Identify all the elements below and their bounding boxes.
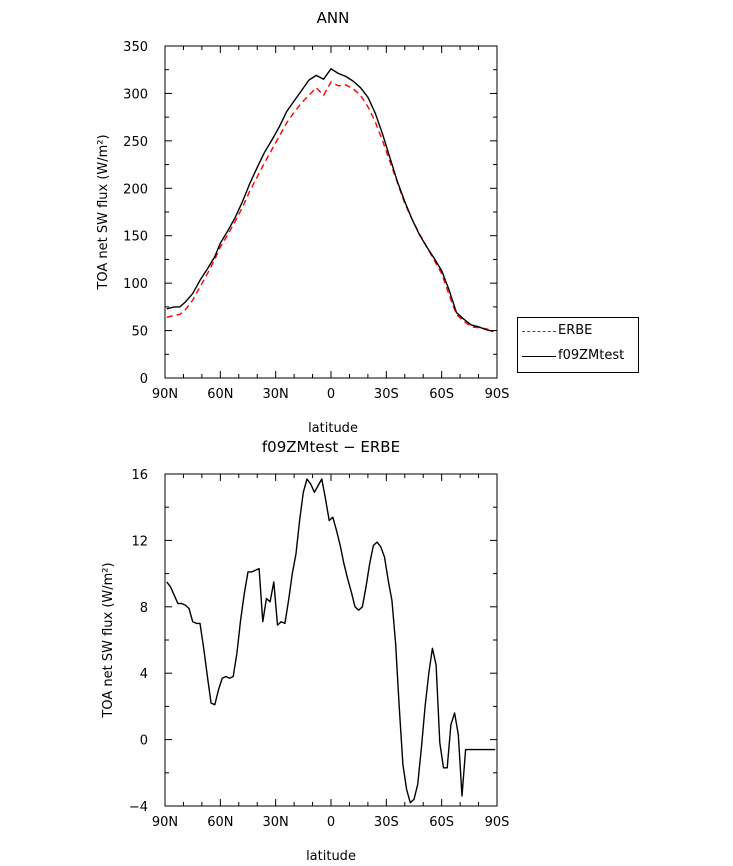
x-tick-label: 30S [374, 387, 399, 402]
plot-frame [164, 473, 498, 807]
legend-swatch-erbe [522, 331, 556, 332]
x-tick-label: 90S [485, 387, 510, 402]
y-tick-label: 150 [123, 230, 148, 245]
legend-item-f09zmtest: f09ZMtest [518, 346, 640, 368]
x-tick-label: 0 [327, 815, 335, 830]
series-line-erbe [166, 81, 494, 333]
y-tick-label: 300 [123, 87, 148, 102]
x-tick-label: 60S [429, 387, 454, 402]
y-tick-label: 100 [123, 277, 148, 292]
y-tick-label: 200 [123, 182, 148, 197]
x-tick-label: 30S [374, 815, 399, 830]
x-tick-label: 0 [327, 387, 335, 402]
chart-title: f09ZMtest − ERBE [262, 438, 400, 456]
x-tick-label: 90N [152, 387, 178, 402]
x-tick-label: 90S [485, 815, 510, 830]
y-axis-label: TOA net SW flux (W/m²) [96, 134, 111, 290]
y-tick-label: 12 [131, 534, 148, 549]
y-tick-label: 250 [123, 135, 148, 150]
x-axis-label: latitude [308, 421, 358, 436]
x-tick-label: 60N [207, 387, 233, 402]
y-tick-label: 0 [140, 734, 148, 749]
x-tick-label: 30N [263, 815, 289, 830]
x-tick-label: 90N [152, 815, 178, 830]
x-tick-label: 60N [207, 815, 233, 830]
legend-item-erbe: ERBE [518, 321, 640, 343]
plot-frame [164, 45, 498, 379]
y-tick-label: 350 [123, 40, 148, 55]
x-tick-label: 30N [263, 387, 289, 402]
legend-label: f09ZMtest [558, 348, 625, 363]
x-tick-label: 60S [429, 815, 454, 830]
y-tick-label: 4 [140, 667, 148, 682]
y-tick-label: 16 [131, 468, 148, 483]
y-tick-label: 0 [140, 372, 148, 387]
difference-chart: f09ZMtest − ERBE TOA net SW flux (W/m²) … [101, 438, 509, 864]
series-line-f09zmtest [166, 68, 494, 333]
y-axis-label: TOA net SW flux (W/m²) [101, 562, 116, 718]
y-tick-label: 8 [140, 601, 148, 616]
y-tick-label: −4 [129, 800, 148, 815]
legend-swatch-f09zmtest [522, 356, 556, 357]
y-tick-label: 50 [131, 325, 148, 340]
legend-label: ERBE [558, 323, 593, 338]
legend: ERBE f09ZMtest [517, 317, 639, 373]
annual-flux-chart: ANN TOA net SW flux (W/m²) latitude 90N 6… [96, 9, 509, 436]
x-axis-label: latitude [306, 849, 356, 864]
series-line [166, 478, 496, 804]
chart-title: ANN [317, 9, 350, 27]
